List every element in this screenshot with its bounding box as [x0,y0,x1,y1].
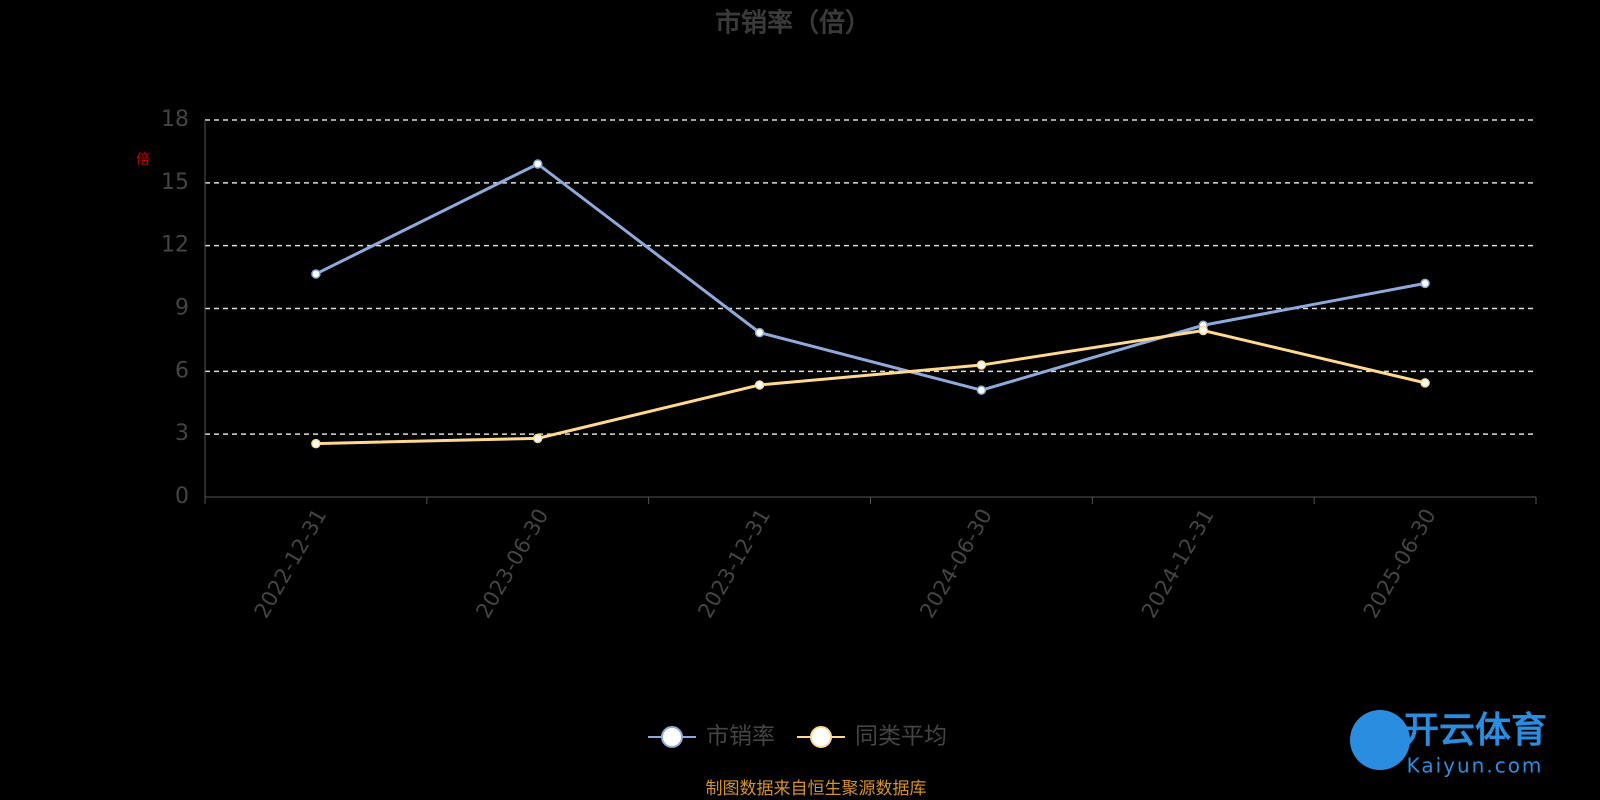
legend-label: 市销率 [706,724,775,750]
point [311,438,321,449]
watermark: 开云体育 Kaiyun.com [1350,710,1547,778]
point [976,360,987,370]
point [1420,278,1430,289]
watermark-brand: 开云体育 [1403,710,1547,751]
series-line [315,162,1426,392]
y-tick-label: 9 [175,296,189,321]
y-tick-label: 3 [175,421,189,446]
watermark-site: Kaiyun.com [1407,754,1544,778]
series-line [315,328,1426,446]
point [754,327,765,338]
point [533,159,543,169]
point [1420,378,1430,388]
y-tick-label: 6 [175,358,189,383]
point [754,380,765,390]
source-note: 制图数据来自恒生聚源数据库 [706,779,927,799]
y-tick-label: 0 [175,484,189,509]
legend-marker [661,726,683,748]
point [976,385,987,395]
point [533,433,543,444]
chart-title: 市销率（倍） [715,8,871,39]
point [1198,325,1208,336]
legend-label: 同类平均 [855,724,947,750]
y-tick-label: 12 [161,233,189,258]
y-tick-label: 15 [161,170,189,195]
point [311,269,321,279]
y-tick-label: 18 [161,107,189,132]
y-axis-label: 倍 [136,152,150,168]
legend-marker [810,726,832,748]
logo-mark [1350,710,1410,770]
